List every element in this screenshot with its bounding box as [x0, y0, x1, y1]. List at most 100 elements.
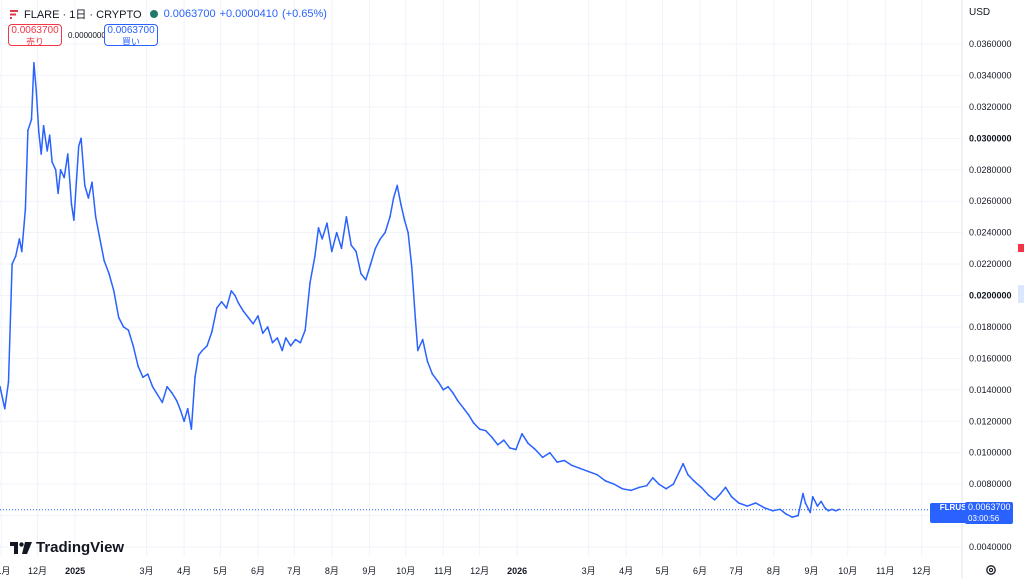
sell-button[interactable]: 0.0063700 売り [8, 24, 62, 47]
x-tick-label: 9月 [804, 566, 818, 576]
price-point [509, 447, 511, 449]
x-tick-label: 5月 [655, 566, 669, 576]
price-point [678, 470, 681, 473]
price-point [257, 315, 259, 317]
flare-icon [10, 10, 18, 19]
price-point [369, 263, 372, 265]
price-point [442, 389, 445, 391]
price-point [364, 278, 367, 281]
price-point [754, 502, 757, 504]
price-point [719, 492, 722, 495]
y-tick-label: 0.0300000 [969, 133, 1012, 143]
buy-button[interactable]: 0.0063700 買い [104, 24, 158, 47]
price-point [791, 516, 793, 518]
price-point [70, 203, 73, 206]
y-tick-label: 0.0340000 [969, 70, 1012, 80]
price-point [183, 420, 185, 423]
price-point [400, 203, 402, 206]
price-point [621, 488, 624, 490]
x-tick-label: 6月 [693, 566, 707, 576]
tradingview-logo[interactable]: TradingView [10, 539, 124, 556]
price-point [285, 337, 287, 339]
x-tick-label: 8月 [767, 566, 781, 576]
price-point [463, 407, 465, 410]
y-tick-label: 0.0080000 [969, 479, 1012, 489]
price-point [638, 486, 641, 489]
price-point [83, 184, 86, 187]
y-tick-label: 0.0360000 [969, 39, 1012, 49]
price-point [431, 373, 434, 375]
price-point [804, 502, 807, 504]
x-tick-label: 7月 [287, 566, 301, 576]
price-series-line [0, 62, 840, 518]
price-point [57, 192, 59, 195]
price-point [42, 124, 45, 127]
price-point [771, 510, 774, 512]
price-point [713, 499, 716, 501]
price-point [345, 216, 348, 218]
price-point [331, 250, 333, 253]
price-point [252, 322, 254, 325]
price-point [556, 461, 558, 463]
price-point [299, 341, 302, 344]
price-point [763, 506, 766, 509]
price-axis[interactable]: 0.00400000.00600000.00800000.01000000.01… [961, 0, 1012, 578]
y-tick-label: 0.0240000 [969, 228, 1012, 238]
y-tick-label: 0.0040000 [969, 542, 1012, 552]
price-point [838, 508, 841, 511]
price-point [785, 513, 787, 515]
price-point [484, 429, 487, 432]
price-point [515, 448, 517, 451]
price-point [40, 153, 42, 155]
gear-icon[interactable] [985, 564, 997, 576]
price-point [63, 176, 65, 179]
time-axis[interactable]: 11月 12月 2025 3月 4月 5月 6月 7月 8月 9月 10月 11月 12月 2026 3月 4… [0, 566, 931, 576]
price-point [304, 329, 307, 331]
price-point [166, 385, 168, 388]
x-tick-label: 2025 [65, 566, 85, 576]
price-point [746, 505, 749, 507]
price-point [137, 365, 139, 368]
price-point [80, 137, 82, 140]
price-point [151, 385, 154, 388]
x-tick-label: 6月 [251, 566, 265, 576]
price-point [14, 255, 17, 258]
price-point [242, 310, 245, 313]
price-point [91, 181, 93, 184]
price-point [142, 376, 144, 379]
price-point [823, 506, 826, 509]
price-point [201, 349, 204, 352]
price-point [707, 494, 710, 496]
price-point [417, 349, 419, 352]
price-point [294, 338, 297, 341]
x-tick-label: 12月 [28, 566, 47, 576]
price-point [87, 197, 90, 199]
price-point [396, 184, 399, 187]
price-point [665, 488, 667, 490]
x-tick-label: 12月 [470, 566, 489, 576]
price-point [281, 349, 283, 352]
price-point [340, 247, 343, 250]
x-tick-label: 11月 [0, 566, 10, 576]
price-point [490, 436, 493, 438]
y-tick-label: 0.0220000 [969, 259, 1012, 269]
price-point [527, 442, 529, 445]
price-point [379, 238, 382, 240]
price-point [35, 90, 38, 92]
x-tick-label: 10月 [396, 566, 415, 576]
currency-selector[interactable]: USD [969, 7, 991, 18]
price-point [827, 510, 830, 512]
y-tick-label: 0.0280000 [969, 165, 1012, 175]
symbol-title[interactable]: FLARE · 1日 · CRYPTO [24, 9, 142, 21]
price-marker-blue [1018, 285, 1024, 303]
x-tick-label: 2026 [507, 566, 527, 576]
price-point [194, 376, 196, 379]
price-point [7, 381, 10, 383]
x-tick-label: 10月 [838, 566, 857, 576]
price-point [797, 514, 799, 517]
x-tick-label: 12月 [912, 566, 931, 576]
price-point [30, 118, 33, 121]
price-point [630, 489, 632, 492]
price-point [672, 483, 675, 485]
